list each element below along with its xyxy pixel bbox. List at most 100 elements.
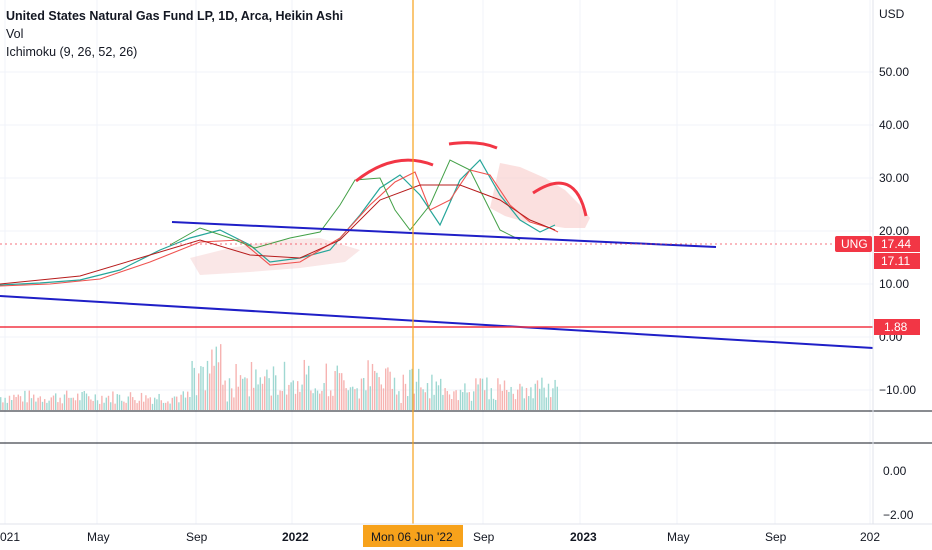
lower-trendline bbox=[0, 295, 874, 349]
volume-bar bbox=[81, 391, 83, 410]
ticker-badge[interactable] bbox=[835, 236, 872, 252]
volume-bar bbox=[490, 388, 492, 410]
volume-bar bbox=[101, 395, 103, 410]
volume-bar bbox=[13, 394, 15, 410]
symbol-title[interactable]: United States Natural Gas Fund LP, 1D, A… bbox=[6, 9, 344, 23]
volume-bar bbox=[411, 368, 413, 410]
volume-bars bbox=[0, 344, 558, 410]
volume-bar bbox=[255, 369, 257, 410]
volume-bar bbox=[380, 384, 382, 410]
volume-bar bbox=[314, 388, 316, 410]
volume-bar bbox=[283, 361, 286, 410]
lower-pane-tick-label: −2.00 bbox=[883, 508, 914, 522]
volume-bar bbox=[123, 401, 125, 410]
volume-indicator-label[interactable]: Vol bbox=[6, 27, 24, 41]
volume-bar bbox=[389, 371, 391, 410]
volume-bar bbox=[220, 344, 222, 410]
volume-bar bbox=[33, 394, 35, 410]
volume-bar bbox=[310, 390, 312, 410]
volume-bar bbox=[226, 401, 228, 410]
volume-bar bbox=[477, 384, 479, 410]
volume-bar bbox=[393, 377, 396, 410]
currency-label: USD bbox=[879, 7, 905, 21]
volume-bar bbox=[237, 386, 239, 410]
volume-bar bbox=[415, 381, 418, 410]
volume-bar bbox=[46, 402, 48, 410]
volume-bar bbox=[446, 391, 448, 410]
volume-bar bbox=[407, 396, 409, 410]
price-tick-label: 50.00 bbox=[879, 65, 909, 79]
volume-bar bbox=[193, 367, 195, 410]
volume-bar bbox=[525, 387, 528, 410]
head-arc[interactable] bbox=[448, 141, 498, 150]
volume-bar bbox=[510, 386, 512, 410]
time-axis-label: Sep bbox=[186, 530, 208, 544]
volume-bar bbox=[198, 373, 200, 410]
volume-bar bbox=[378, 377, 380, 410]
volume-bar bbox=[305, 374, 308, 410]
volume-bar bbox=[532, 398, 534, 410]
volume-bar bbox=[248, 396, 250, 410]
volume-bar bbox=[444, 388, 446, 410]
volume-bar bbox=[354, 389, 356, 410]
volume-bar bbox=[367, 360, 369, 410]
volume-bar bbox=[431, 374, 433, 410]
volume-bar bbox=[114, 403, 116, 410]
price-tick-label: −10.00 bbox=[879, 383, 916, 397]
volume-bar bbox=[497, 378, 499, 410]
volume-bar bbox=[189, 397, 191, 410]
upper-trendline bbox=[171, 221, 717, 248]
volume-bar bbox=[433, 394, 435, 410]
line-price-badge[interactable] bbox=[874, 319, 920, 335]
volume-bar bbox=[382, 388, 385, 410]
volume-bar bbox=[356, 388, 358, 410]
time-axis-label: Sep bbox=[765, 530, 787, 544]
volume-bar bbox=[110, 402, 112, 410]
volume-bar bbox=[28, 390, 30, 410]
volume-bar bbox=[154, 397, 156, 410]
price-axis-ticks[interactable]: 50.0040.0030.0020.0010.000.00−10.000.00−… bbox=[879, 65, 916, 522]
volume-bar bbox=[204, 390, 206, 410]
volume-bar bbox=[481, 378, 484, 410]
volume-bar bbox=[233, 397, 235, 410]
volume-bar bbox=[26, 402, 28, 410]
volume-bar bbox=[294, 393, 297, 410]
volume-bar bbox=[136, 403, 138, 410]
volume-bar bbox=[543, 387, 545, 410]
volume-bar bbox=[180, 394, 182, 410]
volume-bar bbox=[492, 398, 495, 410]
left-shoulder-arc[interactable] bbox=[355, 158, 434, 183]
volume-bar bbox=[418, 368, 420, 410]
volume-bar bbox=[15, 397, 17, 410]
volume-bar bbox=[272, 366, 275, 410]
right-shoulder-arc[interactable] bbox=[532, 181, 588, 217]
volume-bar bbox=[459, 389, 462, 410]
volume-bar bbox=[19, 396, 22, 410]
volume-bar bbox=[319, 393, 321, 410]
volume-bar bbox=[83, 391, 85, 410]
volume-bar bbox=[17, 394, 19, 410]
second-price-badge[interactable] bbox=[874, 253, 920, 269]
volume-bar bbox=[239, 375, 242, 410]
volume-bar bbox=[358, 398, 360, 410]
volume-bar bbox=[396, 394, 398, 410]
volume-bar bbox=[484, 390, 486, 410]
volume-bar bbox=[59, 397, 61, 410]
volume-bar bbox=[116, 394, 118, 410]
lower-pane-tick-label: 0.00 bbox=[883, 464, 907, 478]
volume-bar bbox=[321, 390, 323, 410]
volume-bar bbox=[323, 383, 325, 410]
volume-bar bbox=[402, 374, 404, 410]
ichimoku-indicator-label[interactable]: Ichimoku (9, 26, 52, 26) bbox=[6, 45, 138, 59]
volume-bar bbox=[277, 394, 279, 410]
last-price-badge[interactable] bbox=[874, 236, 920, 252]
volume-bar bbox=[151, 403, 154, 410]
volume-bar bbox=[191, 360, 193, 410]
volume-bar bbox=[308, 365, 310, 410]
volume-bar bbox=[211, 349, 213, 410]
volume-bar bbox=[508, 391, 510, 410]
volume-bar bbox=[92, 400, 94, 410]
time-axis-label: 202 bbox=[860, 530, 880, 544]
time-axis[interactable]: 021 May Sep 2022 Sep 2023 May Sep 202 bbox=[0, 530, 880, 544]
